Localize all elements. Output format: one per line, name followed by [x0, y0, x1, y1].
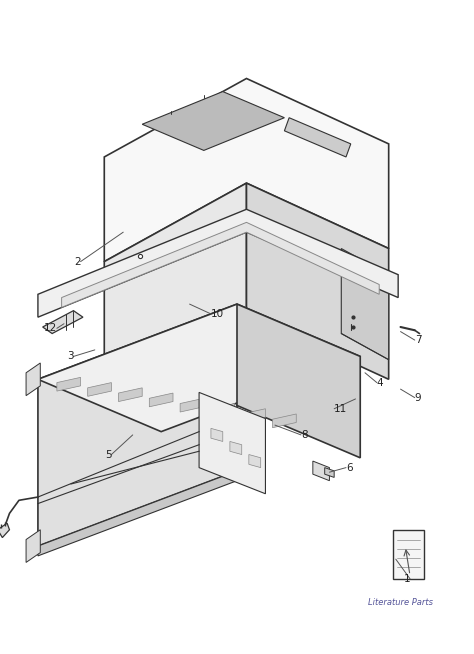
Polygon shape — [38, 304, 237, 546]
Text: 4: 4 — [377, 377, 383, 388]
Polygon shape — [62, 222, 379, 307]
Text: 2: 2 — [74, 256, 81, 267]
Text: 9: 9 — [415, 392, 421, 403]
Polygon shape — [26, 363, 40, 396]
Polygon shape — [242, 409, 265, 422]
Polygon shape — [211, 404, 235, 417]
Text: 5: 5 — [105, 449, 111, 460]
Text: 10: 10 — [211, 309, 224, 319]
Polygon shape — [38, 304, 360, 432]
Polygon shape — [237, 304, 360, 458]
Polygon shape — [341, 249, 389, 360]
Polygon shape — [38, 471, 237, 556]
Polygon shape — [211, 428, 223, 441]
Polygon shape — [230, 441, 242, 455]
Polygon shape — [180, 398, 204, 412]
Circle shape — [353, 288, 377, 320]
Polygon shape — [118, 388, 142, 402]
Polygon shape — [142, 92, 284, 150]
Polygon shape — [104, 78, 389, 262]
Polygon shape — [26, 530, 40, 562]
Polygon shape — [273, 414, 296, 428]
Text: 8: 8 — [301, 430, 308, 440]
Polygon shape — [393, 530, 424, 579]
Polygon shape — [38, 209, 398, 317]
Polygon shape — [199, 392, 265, 494]
Polygon shape — [88, 383, 111, 396]
Text: 6: 6 — [346, 462, 353, 473]
Polygon shape — [325, 468, 334, 477]
Polygon shape — [43, 311, 83, 334]
Polygon shape — [284, 118, 351, 157]
Polygon shape — [104, 183, 246, 392]
Text: 7: 7 — [415, 335, 421, 345]
Text: 12: 12 — [44, 323, 57, 334]
Polygon shape — [249, 455, 261, 468]
Polygon shape — [313, 461, 329, 481]
Text: 3: 3 — [67, 351, 73, 362]
Polygon shape — [149, 393, 173, 407]
Polygon shape — [246, 183, 389, 379]
Text: 11: 11 — [334, 404, 347, 414]
Text: 1: 1 — [403, 574, 410, 584]
Text: Literature Parts: Literature Parts — [368, 598, 433, 608]
Polygon shape — [0, 523, 9, 538]
Polygon shape — [57, 377, 81, 391]
